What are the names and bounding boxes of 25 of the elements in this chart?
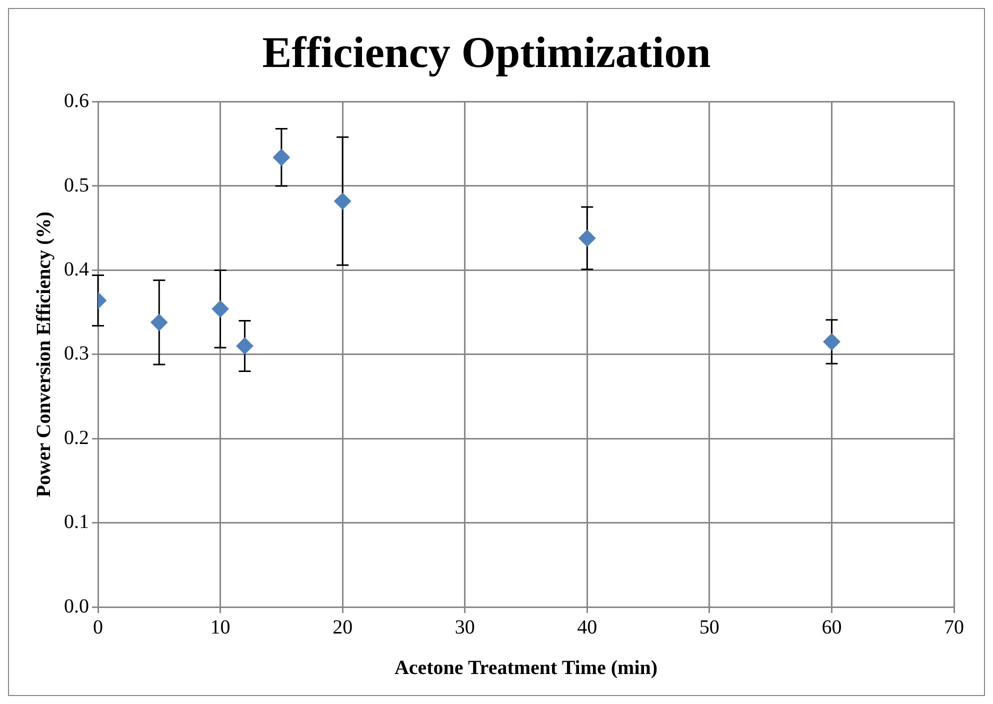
x-tick-label: 20: [332, 616, 353, 638]
point: [334, 192, 352, 210]
point: [578, 230, 596, 247]
y-tick-label: 0.5: [64, 174, 89, 196]
x-axis-title: Acetone Treatment Time (min): [394, 657, 658, 680]
x-tick-label: 10: [210, 616, 230, 638]
y-tick-label: 0.0: [64, 595, 89, 618]
point: [823, 333, 840, 350]
x-tick-label: 0: [93, 616, 103, 638]
x-tick-label: 60: [822, 616, 842, 638]
point: [150, 314, 168, 331]
chart-title: Efficiency Optimization: [262, 28, 711, 77]
point: [212, 300, 229, 318]
y-tick-label: 0.1: [64, 511, 89, 534]
y-tick-label: 0.3: [64, 342, 89, 365]
x-tick-label: 70: [944, 616, 964, 638]
x-tick-label: 50: [699, 616, 720, 638]
y-tick-label: 0.6: [64, 90, 89, 112]
y-tick-label: 0.2: [64, 426, 89, 449]
point: [236, 337, 254, 354]
x-tick-label: 40: [577, 616, 598, 638]
x-tick-label: 30: [454, 616, 475, 638]
y-tick-label: 0.4: [64, 258, 89, 280]
point: [272, 148, 290, 166]
y-axis-title: Power Conversion Efficiency (%): [33, 212, 56, 498]
